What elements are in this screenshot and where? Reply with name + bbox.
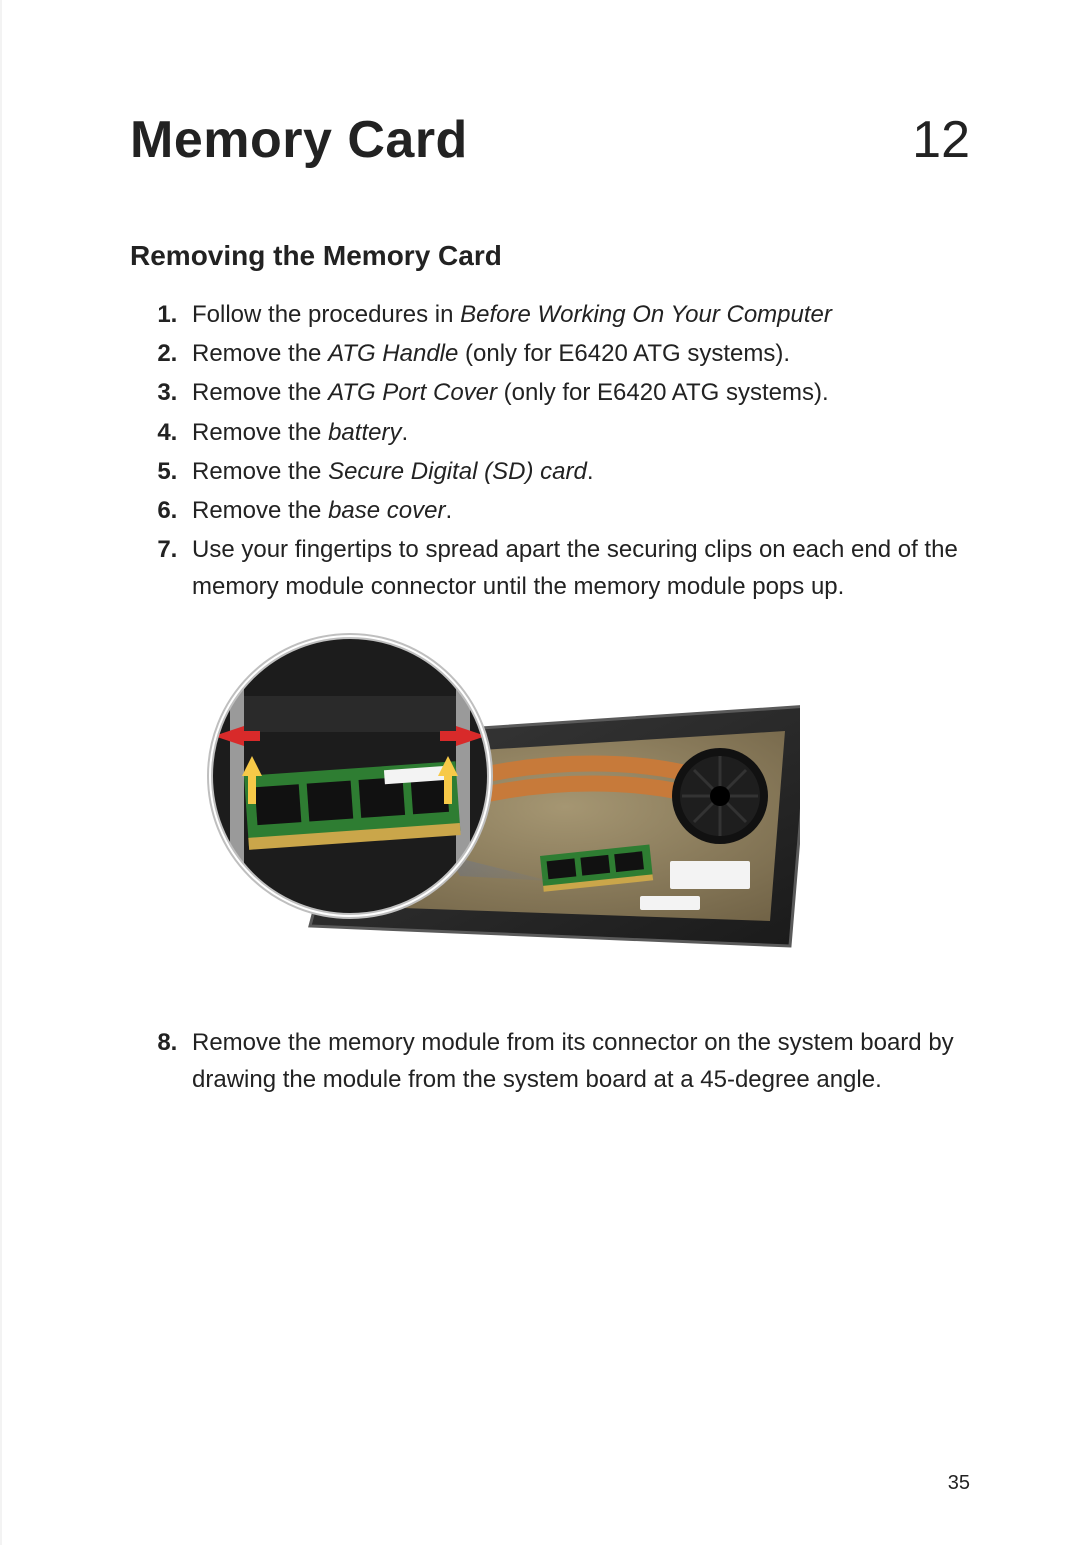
memory-module-figure <box>200 626 800 996</box>
step-6: Remove the base cover. <box>184 492 970 529</box>
step-6-ref: base cover <box>328 497 445 524</box>
step-5: Remove the Secure Digital (SD) card. <box>184 453 970 490</box>
step-2-text-a: Remove the <box>192 340 328 367</box>
section-title: Removing the Memory Card <box>130 240 970 272</box>
chapter-header: Memory Card 12 <box>130 110 970 170</box>
step-8-text: Remove the memory module from its connec… <box>192 1029 954 1093</box>
step-3-text-a: Remove the <box>192 379 328 406</box>
step-7-text: Use your fingertips to spread apart the … <box>192 536 958 600</box>
page-number: 35 <box>948 1472 970 1495</box>
step-7: Use your fingertips to spread apart the … <box>184 531 970 605</box>
step-3-ref: ATG Port Cover <box>328 379 497 406</box>
step-1-ref: Before Working On Your Computer <box>460 301 832 328</box>
step-1-text: Follow the procedures in <box>192 301 460 328</box>
step-2-text-b: (only for E6420 ATG systems). <box>458 340 790 367</box>
chapter-title: Memory Card <box>130 110 468 170</box>
step-4-ref: battery <box>328 419 401 446</box>
chapter-number: 12 <box>912 110 970 170</box>
step-4-text-a: Remove the <box>192 419 328 446</box>
procedure-list-cont: Remove the memory module from its connec… <box>130 1024 970 1098</box>
step-5-ref: Secure Digital (SD) card <box>328 458 587 485</box>
step-6-text-b: . <box>445 497 452 524</box>
step-5-text-b: . <box>587 458 594 485</box>
step-4: Remove the battery. <box>184 414 970 451</box>
step-6-text-a: Remove the <box>192 497 328 524</box>
step-3: Remove the ATG Port Cover (only for E642… <box>184 374 970 411</box>
step-2: Remove the ATG Handle (only for E6420 AT… <box>184 335 970 372</box>
procedure-list: Follow the procedures in Before Working … <box>130 296 970 606</box>
step-1: Follow the procedures in Before Working … <box>184 296 970 333</box>
step-4-text-b: . <box>401 419 408 446</box>
step-3-text-b: (only for E6420 ATG systems). <box>497 379 829 406</box>
step-2-ref: ATG Handle <box>328 340 458 367</box>
step-8: Remove the memory module from its connec… <box>184 1024 970 1098</box>
step-5-text-a: Remove the <box>192 458 328 485</box>
